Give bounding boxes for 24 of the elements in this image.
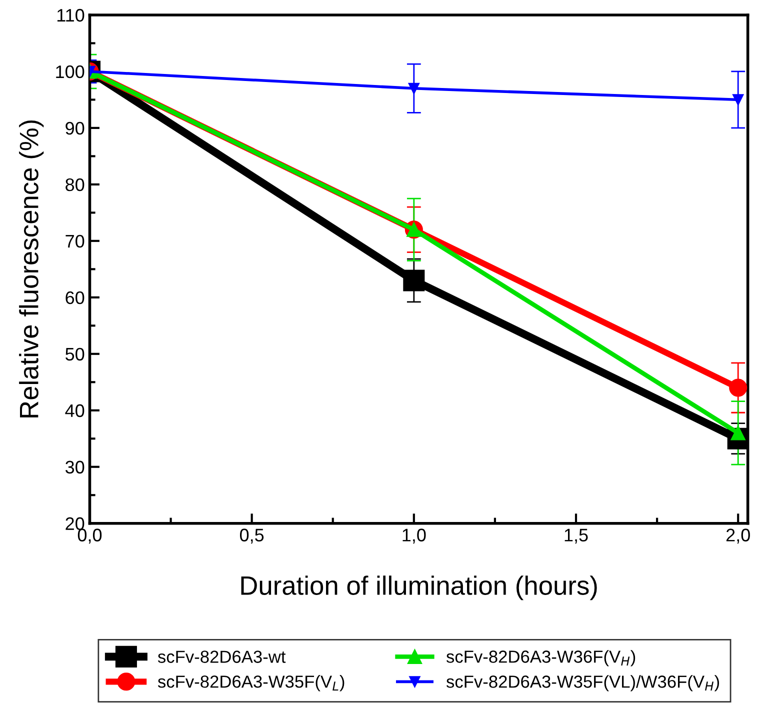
- y-tick-label: 110: [57, 8, 84, 22]
- x-axis-title: Duration of illumination (hours): [241, 576, 597, 600]
- point: [732, 94, 744, 106]
- y-tick-label: 100: [56, 65, 84, 78]
- point: [729, 378, 748, 397]
- point: [403, 270, 425, 292]
- y-tick-label: 40: [65, 404, 84, 418]
- y-axis-title: Relative fluorescence (%): [19, 120, 44, 418]
- x-tick-label: 1,5: [564, 528, 588, 544]
- y-tick-label: 80: [66, 178, 84, 192]
- y-tick-label: 30: [65, 460, 84, 474]
- y-tick-label: 60: [66, 291, 84, 304]
- x-tick-label: 2,0: [726, 528, 750, 544]
- y-tick-label: 20: [66, 517, 84, 530]
- legend-label: scFv-82D6A3-W35F(VL)/W36F(V$_{H}$): [446, 675, 720, 692]
- x-tick-label: 0,5: [240, 528, 264, 544]
- y-tick-label: 70: [66, 234, 84, 248]
- x-tick-label: 0,0: [78, 528, 102, 544]
- y-tick-label: 90: [66, 122, 84, 135]
- x-tick-label: 1,0: [402, 528, 426, 544]
- y-tick-label: 50: [66, 348, 84, 361]
- legend-label: scFv-82D6A3-W35F(V$_{L}$): [158, 675, 344, 692]
- legend-label: scFv-82D6A3-wt: [158, 650, 286, 663]
- legend-label: scFv-82D6A3-W36F(V$_{H}$): [446, 650, 636, 666]
